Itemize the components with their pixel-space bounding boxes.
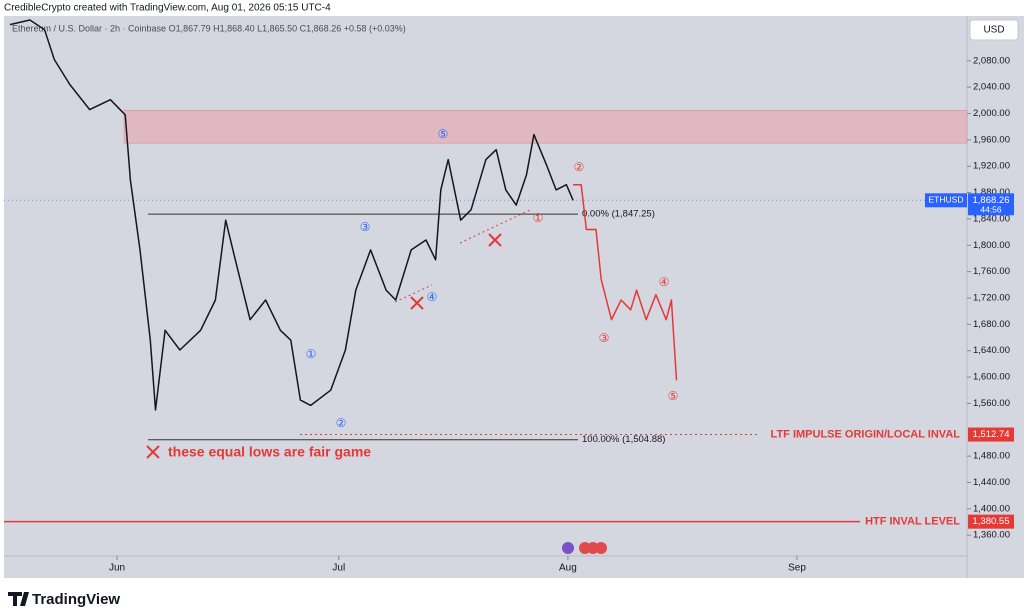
wave-label: ④ xyxy=(427,290,438,304)
price-line xyxy=(9,19,574,411)
x-tick-label: Sep xyxy=(788,563,806,574)
price-tag-label: 1,512.74 xyxy=(973,429,1010,440)
symbol-info: Ethereum / U.S. Dollar · 2h · Coinbase O… xyxy=(12,23,406,33)
x-mark xyxy=(488,233,502,247)
y-tick-label: 1,680.00 xyxy=(973,319,1010,330)
y-tick-label: 1,960.00 xyxy=(973,134,1010,145)
wave-label: ⑤ xyxy=(668,389,679,403)
price-line xyxy=(573,183,678,381)
wave-label: ① xyxy=(306,347,317,361)
price-axis xyxy=(967,16,1024,578)
y-tick-label: 1,800.00 xyxy=(973,240,1010,251)
wave-label: ② xyxy=(336,416,347,430)
y-tick-label: 1,600.00 xyxy=(973,372,1010,383)
annotation: these equal lows are fair game xyxy=(168,444,371,460)
x-tick-label: Jul xyxy=(332,563,345,574)
wave-label: ② xyxy=(574,160,585,174)
fib-label: 0.00% (1,847.25) xyxy=(582,209,655,220)
wave-label: ① xyxy=(533,211,544,225)
price-tag-label: 1,380.55 xyxy=(973,516,1010,527)
level-note: HTF INVAL LEVEL xyxy=(865,516,960,528)
symbol-tag-label: ETHUSD xyxy=(929,195,964,205)
y-tick-label: 2,040.00 xyxy=(973,82,1010,93)
wave-label: ③ xyxy=(599,331,610,345)
y-tick-label: 1,560.00 xyxy=(973,398,1010,409)
y-tick-label: 1,640.00 xyxy=(973,345,1010,356)
price-tag-label: 1,868.26 xyxy=(973,195,1010,206)
x-tick-label: Jun xyxy=(109,563,125,574)
countdown: 44:56 xyxy=(980,205,1002,215)
event-icons xyxy=(562,542,607,554)
supply-zone xyxy=(123,109,968,144)
brand: TradingView xyxy=(32,591,120,608)
fib-label: 100.00% (1,504.88) xyxy=(582,434,665,445)
x-mark xyxy=(146,445,160,459)
symbol-tag xyxy=(925,193,967,208)
plot-area xyxy=(4,16,967,578)
trend-dots xyxy=(394,284,433,303)
y-tick-label: 2,000.00 xyxy=(973,108,1010,119)
wave-label: ③ xyxy=(360,220,371,234)
currency[interactable]: USD xyxy=(983,25,1004,36)
y-tick-label: 1,880.00 xyxy=(973,187,1010,198)
y-tick-label: 1,920.00 xyxy=(973,161,1010,172)
y-tick-label: 1,360.00 xyxy=(973,530,1010,541)
y-tick-label: 2,080.00 xyxy=(973,55,1010,66)
wave-label: ⑤ xyxy=(438,127,449,141)
level-note: LTF IMPULSE ORIGIN/LOCAL INVAL xyxy=(771,428,961,440)
y-tick-label: 1,840.00 xyxy=(973,213,1010,224)
y-tick-label: 1,720.00 xyxy=(973,293,1010,304)
y-tick-label: 1,400.00 xyxy=(973,503,1010,514)
y-tick-label: 1,440.00 xyxy=(973,477,1010,488)
x-mark xyxy=(410,296,424,310)
credit: CredibleCrypto created with TradingView.… xyxy=(4,3,331,14)
x-tick-label: Aug xyxy=(559,563,577,574)
price-tag xyxy=(968,514,1014,529)
wave-label: ④ xyxy=(659,275,670,289)
logo-icon xyxy=(8,592,29,606)
price-tag xyxy=(968,427,1014,442)
y-tick-label: 1,760.00 xyxy=(973,266,1010,277)
price-tag xyxy=(968,193,1014,216)
currency-box[interactable] xyxy=(969,19,1019,41)
y-tick-label: 1,480.00 xyxy=(973,451,1010,462)
